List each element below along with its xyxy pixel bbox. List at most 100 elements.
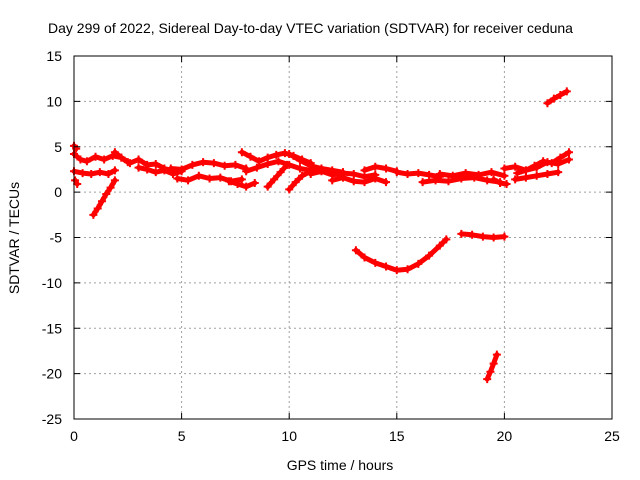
data-point [500,164,509,173]
data-point [72,144,81,153]
data-point [255,157,264,166]
data-point [382,178,391,187]
data-point [285,185,294,194]
series-arc-8-10h-mid [242,157,315,176]
data-point [435,169,444,178]
data-point [317,167,326,176]
data-point [274,157,283,166]
data-point [272,150,281,159]
data-point [382,262,391,271]
data-point [483,375,492,384]
data-point [502,179,511,188]
data-point [425,251,434,260]
data-point [291,178,300,187]
data-point [539,157,548,166]
data-point [489,359,498,368]
data-point [220,161,229,170]
data-point [160,166,169,175]
data-point [252,163,261,172]
data-point [562,87,571,96]
data-point [110,176,119,185]
data-point [106,183,115,192]
series-line [265,162,290,190]
x-axis-title: GPS time / hours [287,457,394,473]
data-point [532,171,541,180]
x-tick-label: 20 [497,428,513,444]
series-line [90,177,118,218]
x-tick-label: 25 [604,428,620,444]
data-point [392,266,401,275]
data-point [521,166,530,175]
y-tick-label: -20 [42,366,62,382]
data-point [328,176,337,185]
series-line [484,352,500,382]
data-point [100,155,109,164]
data-point [87,169,96,178]
data-point [143,165,152,174]
series-arc-21-23h-lower [511,168,563,184]
data-point [188,160,197,169]
data-point [233,179,242,188]
series-arc-7-9h-dip [224,177,259,191]
series-arc-12-15h-lower [328,173,391,187]
data-point [166,164,175,173]
data-point [151,168,160,177]
data-point [134,155,143,164]
series-line [226,178,258,190]
series-arc-rising-early [89,176,119,219]
data-point [177,165,186,174]
data-point [556,91,565,100]
data-point [168,169,177,178]
data-point [295,164,304,173]
y-tick-label: -5 [50,230,63,246]
data-point [554,168,563,177]
data-point [530,161,539,170]
data-point [298,171,307,180]
x-tick-label: 0 [70,428,78,444]
data-point [547,159,556,168]
data-point [461,169,470,178]
data-point [184,176,193,185]
data-point [371,162,380,171]
data-point [339,173,347,182]
data-point [360,253,369,262]
data-point [403,169,412,178]
data-point [285,150,294,159]
series-arc-end-high [543,87,571,108]
data-point [263,182,272,191]
series-arc-10-12h-upper [285,150,347,177]
data-point [500,171,509,180]
data-point [82,157,91,166]
data-point [89,210,98,219]
data-point [425,170,434,179]
data-point [78,169,87,178]
x-tick-label: 10 [281,428,297,444]
data-point [511,162,520,171]
data-point [360,166,369,175]
data-point [125,159,134,168]
data-point [448,171,457,180]
series-line [544,88,570,106]
data-point [403,265,412,274]
data-point [231,160,240,169]
data-point [95,168,104,177]
data-point [489,233,498,242]
data-point [360,178,369,187]
axes-layer: 0 5 10 15 20 25 -25 -20 -15 -10 -5 0 5 10 15 [42,48,620,444]
data-point [371,174,380,183]
data-point [543,169,552,178]
data-point [564,155,573,164]
series-arc-21-23h-upper [513,148,573,178]
grid-layer [74,56,612,419]
x-tick-label: 5 [178,428,186,444]
data-point [117,153,126,162]
data-point [474,170,483,179]
data-point [500,232,509,241]
data-point [173,174,182,183]
data-point [521,173,530,182]
series-arc-early-lower [70,166,119,178]
data-point [306,169,315,178]
data-point [351,246,360,255]
data-point [543,99,552,108]
